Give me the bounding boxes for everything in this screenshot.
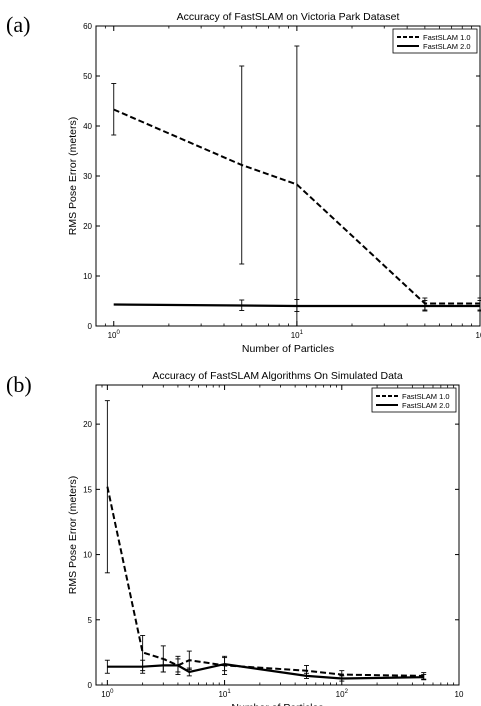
chart-b-series-1-line bbox=[106, 486, 424, 677]
chart-b-y-axis-label: RMS Pose Error (meters) bbox=[67, 476, 79, 594]
chart-b-series-2-error-bar bbox=[186, 667, 192, 677]
chart-b-x-tick-label-base: 10 bbox=[218, 690, 227, 699]
chart-a-plot-frame bbox=[95, 25, 481, 327]
chart-a-series-2-error-bar bbox=[422, 300, 428, 312]
chart-a-y-tick-label: 50 bbox=[83, 72, 92, 81]
chart-b-series-2-error-bar bbox=[222, 657, 228, 672]
chart-a-legend-label-1: FastSLAM 1.0 bbox=[423, 33, 471, 42]
chart-a-y-tick-label: 60 bbox=[83, 22, 92, 31]
chart-b-x-axis-label: Number of Particles bbox=[231, 702, 323, 706]
chart-b-y-tick-label: 5 bbox=[88, 616, 93, 625]
chart-b-series-2-error-bar bbox=[339, 675, 345, 682]
chart-a-y-tick-label: 0 bbox=[88, 322, 93, 331]
chart-b-series-2-line bbox=[107, 662, 424, 680]
chart-a-x-tick-label-base: 10 bbox=[291, 331, 300, 340]
chart-b-legend-box bbox=[371, 387, 457, 413]
chart-b-legend-label-2: FastSLAM 2.0 bbox=[402, 401, 450, 410]
chart-a-x-tick-label-exp: 0 bbox=[117, 330, 121, 336]
chart-b-legend-label-1: FastSLAM 1.0 bbox=[402, 392, 450, 401]
chart-a-x-tick-label-exp: 1 bbox=[300, 330, 304, 336]
chart-a-x-tick-label-base: 10 bbox=[476, 331, 481, 340]
chart-b-x-tick-label: 101 bbox=[218, 689, 231, 699]
chart-b-x-tick-label-base: 10 bbox=[455, 690, 464, 699]
chart-b-y-tick-label: 20 bbox=[83, 420, 92, 429]
chart-b-x-tick-label-exp: 0 bbox=[110, 689, 114, 695]
chart-b-plot-frame bbox=[95, 384, 460, 686]
chart-a-legend-label-2: FastSLAM 2.0 bbox=[423, 42, 471, 51]
chart-b-x-tick-label: 100 bbox=[101, 689, 114, 699]
chart-a-x-tick-label: 10 bbox=[476, 331, 481, 340]
chart-b-series-1-error-bar bbox=[104, 400, 110, 574]
chart-a-y-tick-label: 40 bbox=[83, 122, 92, 131]
panel-label-b: (b) bbox=[6, 372, 32, 397]
chart-a-series-2-error-bar bbox=[477, 300, 481, 312]
chart-a-x-tick-label-base: 10 bbox=[108, 331, 117, 340]
chart-a-title: Accuracy of FastSLAM on Victoria Park Da… bbox=[177, 11, 400, 23]
chart-a-legend-box bbox=[392, 28, 478, 54]
panel-label-a: (a) bbox=[6, 12, 31, 37]
chart-a-series-1-error-bar bbox=[111, 83, 117, 136]
chart-b-series-2-error-bar bbox=[104, 659, 110, 674]
chart-b-series-2-error-bar bbox=[160, 658, 166, 673]
chart-a-series-1-error-bar bbox=[294, 45, 300, 327]
chart-b-x-tick-label: 102 bbox=[336, 689, 349, 699]
chart-a-x-axis-label: Number of Particles bbox=[242, 343, 334, 355]
chart-b-x-tick-label-exp: 2 bbox=[345, 689, 349, 695]
chart-a-y-tick-label: 20 bbox=[83, 222, 92, 231]
chart-b-title: Accuracy of FastSLAM Algorithms On Simul… bbox=[152, 370, 403, 382]
chart-a-y-tick-label: 10 bbox=[83, 272, 92, 281]
chart-b-x-tick-label-base: 10 bbox=[336, 690, 345, 699]
chart-b-series-2-error-bar bbox=[175, 658, 181, 673]
chart-a-y-tick-label: 30 bbox=[83, 172, 92, 181]
chart-b-x-tick-label: 10 bbox=[455, 690, 464, 699]
chart-b-y-tick-label: 10 bbox=[83, 551, 92, 560]
chart-a-series-1-error-bar bbox=[239, 65, 245, 265]
chart-b-series-2-error-bar bbox=[304, 672, 310, 679]
chart-a-y-axis-label: RMS Pose Error (meters) bbox=[67, 117, 79, 235]
chart-b-y-tick-label: 0 bbox=[88, 681, 93, 690]
chart-b-y-tick-label: 15 bbox=[83, 485, 92, 494]
chart-b-x-tick-label-base: 10 bbox=[101, 690, 110, 699]
chart-a-series-2-error-bar bbox=[294, 299, 300, 312]
chart-a-series-2-error-bar bbox=[239, 299, 245, 311]
chart-b-x-tick-label-exp: 1 bbox=[227, 689, 231, 695]
chart-b-series-2-error-bar bbox=[421, 674, 427, 681]
chart-b-series-2-error-bar bbox=[140, 659, 146, 674]
chart-a-x-tick-label: 101 bbox=[291, 330, 304, 340]
chart-a-x-tick-label: 100 bbox=[108, 330, 121, 340]
